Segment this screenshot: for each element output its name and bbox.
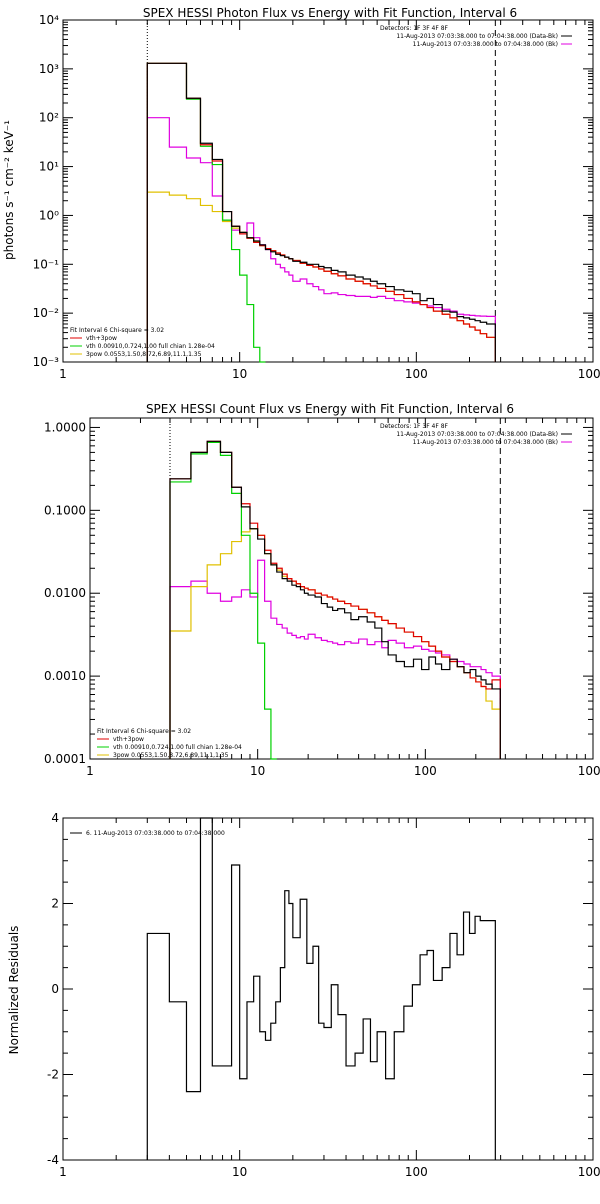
residuals-plot-frame xyxy=(62,817,594,1161)
y-tick-label: 0.0100 xyxy=(44,586,86,600)
photon-series-vth xyxy=(146,62,266,363)
photon-legend-pow: 3pow 0.0553,1.50,8.72,6.89,11.1,1.35 xyxy=(86,351,202,358)
x-tick-label: 10 xyxy=(232,367,247,381)
photon-series-bk xyxy=(146,117,496,362)
y-tick-label: 1.0000 xyxy=(44,420,86,434)
x-tick-label: 10 xyxy=(250,764,265,778)
x-tick-label: 100 xyxy=(414,764,437,778)
x-tick-label: 100 xyxy=(405,1165,428,1179)
x-tick-label: 1000 xyxy=(578,764,600,778)
y-tick-label: 10³ xyxy=(39,62,59,76)
y-tick-label: 10⁴ xyxy=(39,13,59,27)
y-tick-label: 0.0001 xyxy=(44,752,86,766)
count-legend-total: vth+3pow xyxy=(113,736,144,743)
x-tick-label: 1 xyxy=(59,367,67,381)
photon-series-data xyxy=(146,62,496,362)
y-tick-label: 0.1000 xyxy=(44,503,86,517)
x-tick-label: 1000 xyxy=(578,367,600,381)
count-plot-frame xyxy=(89,417,594,760)
count-series-total xyxy=(169,440,501,759)
count-legend-detectors: Detectors: 1F 3F 4F 8F xyxy=(380,423,449,430)
count-flux-panel: SPEX HESSI Count Flux vs Energy with Fit… xyxy=(44,402,600,778)
photon-legend-total: vth+3pow xyxy=(86,335,117,342)
y-tick-label: 2 xyxy=(51,897,59,911)
photon-panel-title: SPEX HESSI Photon Flux vs Energy with Fi… xyxy=(143,6,517,20)
residuals-ylabel: Normalized Residuals xyxy=(7,926,21,1055)
y-tick-label: 10⁰ xyxy=(39,208,59,222)
residuals-series-data xyxy=(146,817,496,1160)
count-legend-pow: 3pow 0.0553,1.50,8.72,6.89,11.1,1.35 xyxy=(113,752,229,759)
y-tick-label: 10¹ xyxy=(39,160,59,174)
x-tick-label: 1 xyxy=(59,1165,67,1179)
count-series-pow xyxy=(169,528,501,759)
count-legend-vth: vth 0.00910,0.724,1.00 full chian 1.28e-… xyxy=(113,744,242,751)
x-tick-label: 1 xyxy=(86,764,94,778)
count-series-data xyxy=(169,440,501,759)
y-tick-label: -4 xyxy=(47,1153,59,1167)
photon-flux-panel: SPEX HESSI Photon Flux vs Energy with Fi… xyxy=(2,6,600,381)
photon-series-pow xyxy=(146,191,496,362)
photon-legend-fit: Fit Interval 6 Chi-square = 3.02 xyxy=(70,327,164,334)
y-tick-label: 10⁻¹ xyxy=(33,257,60,271)
photon-legend-line2: 11-Aug-2013 07:03:38.000 to 07:04:38.000… xyxy=(413,41,558,48)
photon-series-total xyxy=(146,62,496,362)
count-legend-fit: Fit Interval 6 Chi-square = 3.02 xyxy=(97,728,191,735)
y-tick-label: 10⁻² xyxy=(33,306,60,320)
y-tick-label: 0.0010 xyxy=(44,669,86,683)
y-tick-label: 10² xyxy=(39,111,59,125)
y-tick-label: 0 xyxy=(51,982,59,996)
residuals-legend: 6. 11-Aug-2013 07:03:38.000 to 07:04:38.… xyxy=(86,830,225,837)
count-legend-line1: 11-Aug-2013 07:03:38.000 to 07:04:38.000… xyxy=(396,431,558,438)
photon-legend-vth: vth 0.00910,0.724,1.00 full chian 1.28e-… xyxy=(86,343,215,350)
photon-plot-frame xyxy=(62,19,594,363)
photon-legend-detectors: Detectors: 1F 3F 4F 8F xyxy=(380,25,449,32)
x-tick-label: 1000 xyxy=(578,1165,600,1179)
x-tick-label: 10 xyxy=(232,1165,247,1179)
x-tick-label: 100 xyxy=(405,367,428,381)
residuals-panel: Normalized Residuals 1 10 100 1000 -4 -2 0 2 4 6… xyxy=(7,811,600,1179)
count-panel-title: SPEX HESSI Count Flux vs Energy with Fit… xyxy=(146,402,514,416)
photon-legend-line1: 11-Aug-2013 07:03:38.000 to 07:04:38.000… xyxy=(396,33,558,40)
photon-panel-ylabel: photons s⁻¹ cm⁻² keV⁻¹ xyxy=(2,120,16,260)
y-tick-label: 10⁻³ xyxy=(33,355,60,369)
y-tick-label: 4 xyxy=(51,811,59,825)
y-tick-label: -2 xyxy=(47,1068,59,1082)
count-legend-line2: 11-Aug-2013 07:03:38.000 to 07:04:38.000… xyxy=(413,439,558,446)
